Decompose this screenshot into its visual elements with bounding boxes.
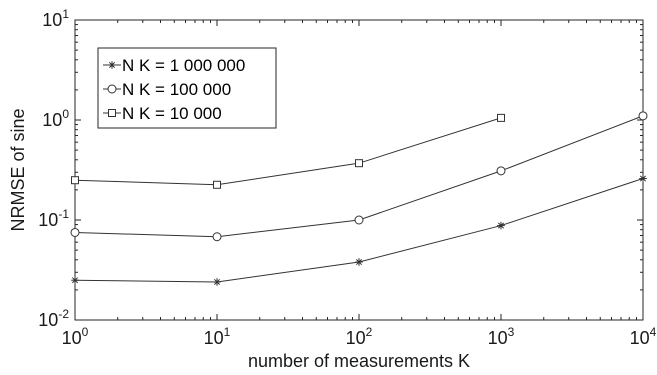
legend-box <box>97 47 277 129</box>
data-point-circle <box>638 111 648 121</box>
legend-marker-asterisk <box>108 61 116 69</box>
x-tick-base: 10 <box>204 328 224 348</box>
x-tick-base: 10 <box>630 328 650 348</box>
y-tick-exponent: -1 <box>58 207 69 221</box>
y-tick-base: 10 <box>38 310 58 330</box>
x-tick-base: 10 <box>62 328 82 348</box>
x-tick-exponent: 0 <box>82 325 89 339</box>
x-tick-label: 103 <box>488 325 515 348</box>
x-tick-label: 104 <box>630 325 657 348</box>
data-point-asterisk <box>71 276 79 285</box>
legend: N K = 1 000 000 N K = 100 000 N K = 10 000 <box>97 47 277 129</box>
x-axis-label: number of measurements K <box>248 351 470 371</box>
x-tick-exponent: 3 <box>508 325 515 339</box>
legend-marker-square <box>108 109 116 117</box>
x-tick-label: 102 <box>346 325 373 348</box>
y-axis-label: NRMSE of sine <box>8 108 28 231</box>
data-point-square <box>355 159 363 168</box>
data-point-square <box>213 180 221 189</box>
y-tick-label: 101 <box>42 7 69 30</box>
data-point-asterisk <box>355 258 363 266</box>
y-tick-exponent: -2 <box>58 307 69 321</box>
y-tick-exponent: 0 <box>62 107 69 121</box>
data-point-asterisk <box>497 221 505 230</box>
x-tick-exponent: 4 <box>650 325 657 339</box>
legend-label: N K = 100 000 <box>122 80 231 99</box>
data-point-asterisk <box>639 174 647 183</box>
x-tick-label: 101 <box>204 325 231 348</box>
data-point-square <box>71 176 79 185</box>
y-tick-label: 10-1 <box>38 207 69 230</box>
y-tick-label: 100 <box>42 107 69 130</box>
x-tick-label: 100 <box>62 325 89 348</box>
x-tick-base: 10 <box>346 328 366 348</box>
y-tick-base: 10 <box>42 110 62 130</box>
x-tick-exponent: 2 <box>366 325 373 339</box>
series-layer <box>70 111 648 286</box>
x-tick-exponent: 1 <box>224 325 231 339</box>
data-point-circle <box>354 215 364 225</box>
x-tick-base: 10 <box>488 328 508 348</box>
y-tick-base: 10 <box>42 10 62 30</box>
legend-marker-circle <box>107 84 117 94</box>
data-point-circle <box>212 232 222 242</box>
y-tick-exponent: 1 <box>62 7 69 21</box>
data-point-circle <box>496 166 506 176</box>
series-line-square <box>74 117 502 186</box>
legend-label: N K = 1 000 000 <box>122 56 245 75</box>
data-point-circle <box>70 227 80 237</box>
y-tick-label: 10-2 <box>38 307 69 330</box>
data-point-square <box>497 113 505 122</box>
data-point-asterisk <box>213 278 221 286</box>
y-tick-base: 10 <box>38 210 58 230</box>
legend-label: N K = 10 000 <box>122 104 222 123</box>
